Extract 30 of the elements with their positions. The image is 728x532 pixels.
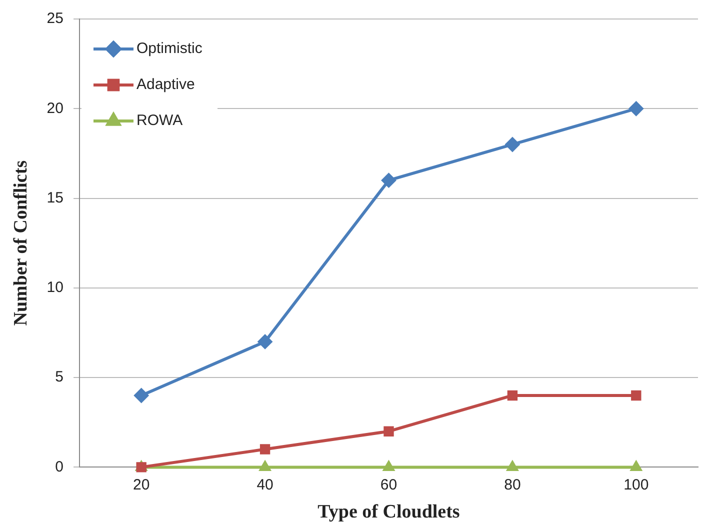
x-tick-label: 80 (504, 476, 521, 494)
legend-label: ROWA (136, 112, 183, 130)
point (136, 462, 146, 472)
point (630, 460, 642, 471)
x-tick-label: 20 (132, 476, 150, 494)
point (381, 172, 396, 188)
legend-label: Optimistic (136, 40, 203, 58)
point (260, 444, 270, 454)
y-tick-label: 20 (46, 100, 64, 117)
x-tick-label: 40 (256, 476, 274, 494)
y-tick-label: 25 (46, 10, 64, 28)
point (382, 460, 395, 471)
point (258, 460, 272, 471)
point (134, 388, 149, 403)
point (504, 136, 520, 152)
x-tick-label: 100 (624, 476, 649, 494)
point (384, 426, 394, 436)
y-axis-title: Number of Conflicts (10, 160, 32, 326)
y-tick-label: 10 (46, 279, 64, 296)
y-tick-label: 5 (55, 368, 64, 386)
point (506, 460, 519, 471)
point (628, 101, 644, 116)
y-tick-label: 15 (46, 189, 64, 206)
y-tick-label: 0 (55, 458, 64, 476)
legend-label: Adaptive (136, 76, 195, 94)
point (631, 390, 642, 401)
point (507, 390, 518, 401)
x-axis-title: Type of Cloudlets (318, 502, 460, 523)
point (258, 334, 273, 350)
x-tick-label: 60 (380, 476, 398, 494)
